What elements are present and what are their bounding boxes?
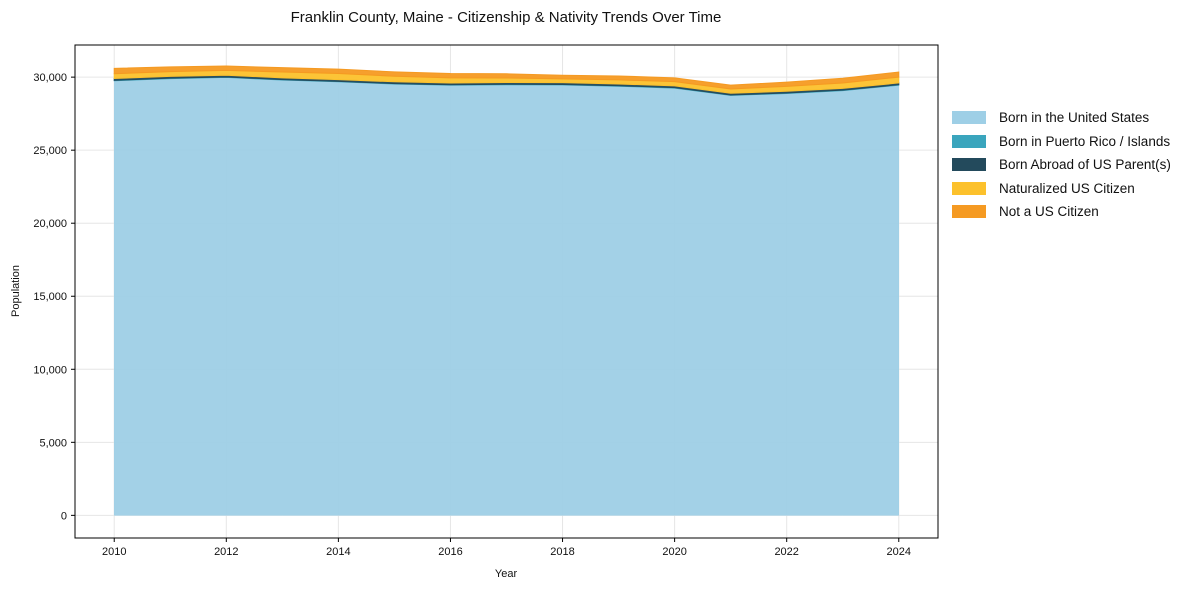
y-tick-label: 20,000 xyxy=(33,218,67,230)
area-series-4 xyxy=(113,65,900,90)
y-tick-label: 25,000 xyxy=(33,145,67,157)
legend-label: Born in the United States xyxy=(999,110,1150,126)
chart-title: Franklin County, Maine - Citizenship & N… xyxy=(290,9,722,26)
y-axis-label: Population xyxy=(10,265,22,317)
y-axis-ticks: 0 5,000 10,000 15,000 20,000 25,000 30,000 xyxy=(33,72,75,522)
x-axis-ticks: 2010 2012 2014 2016 2018 2020 2022 2024 xyxy=(102,538,911,558)
legend-label: Born Abroad of US Parent(s) xyxy=(999,157,1171,173)
x-tick-label: 2024 xyxy=(887,546,911,558)
y-tick-label: 0 xyxy=(61,510,67,522)
legend: Born in the United States Born in Puerto … xyxy=(952,106,1171,224)
x-tick-label: 2022 xyxy=(774,546,798,558)
legend-item: Not a US Citizen xyxy=(952,200,1171,224)
plot-frame xyxy=(74,44,939,539)
x-tick-label: 2018 xyxy=(550,546,574,558)
x-tick-label: 2010 xyxy=(102,546,126,558)
x-axis-label: Year xyxy=(495,568,518,580)
y-tick-label: 30,000 xyxy=(33,72,67,84)
legend-swatch xyxy=(952,111,986,125)
y-tick-label: 5,000 xyxy=(39,437,67,449)
legend-swatch xyxy=(952,205,986,219)
x-tick-label: 2016 xyxy=(438,546,462,558)
legend-item: Born in Puerto Rico / Islands xyxy=(952,130,1171,154)
legend-item: Born Abroad of US Parent(s) xyxy=(952,153,1171,177)
x-tick-label: 2020 xyxy=(662,546,686,558)
y-tick-label: 10,000 xyxy=(33,364,67,376)
x-tick-label: 2012 xyxy=(214,546,238,558)
legend-item: Naturalized US Citizen xyxy=(952,177,1171,201)
x-tick-label: 2014 xyxy=(326,546,350,558)
y-tick-label: 15,000 xyxy=(33,291,67,303)
stacked-areas xyxy=(113,65,900,516)
legend-swatch xyxy=(952,181,986,195)
legend-label: Born in Puerto Rico / Islands xyxy=(999,133,1171,149)
area-series-0 xyxy=(113,77,900,516)
legend-label: Not a US Citizen xyxy=(999,204,1099,220)
legend-item: Born in the United States xyxy=(952,106,1171,130)
legend-label: Naturalized US Citizen xyxy=(999,180,1135,196)
legend-swatch xyxy=(952,134,986,148)
legend-swatch xyxy=(952,158,986,172)
